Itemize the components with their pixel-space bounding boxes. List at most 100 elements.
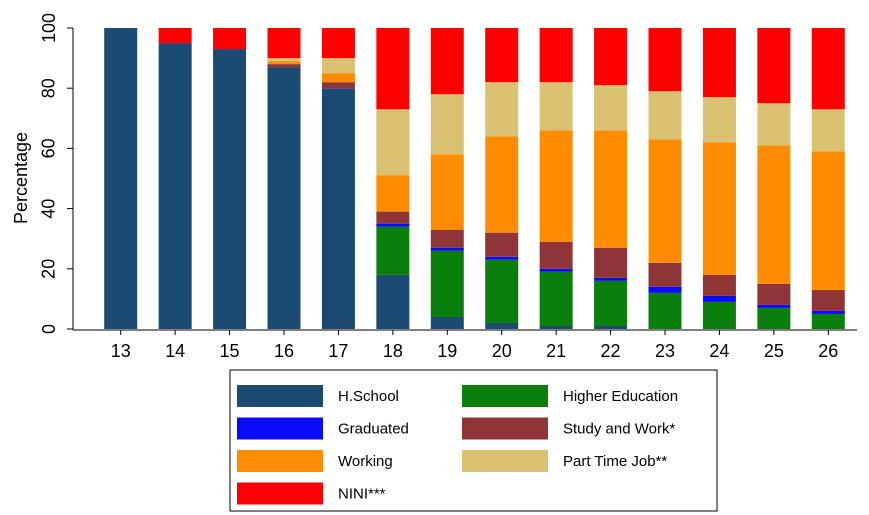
x-tick-label: 15 <box>220 341 240 361</box>
bar-segment <box>594 325 628 329</box>
bar-segment <box>539 268 573 272</box>
bar-segment <box>485 256 519 260</box>
legend-label: H.School <box>338 388 399 405</box>
x-tick-label: 26 <box>818 341 838 361</box>
x-tick-label: 13 <box>111 341 131 361</box>
bar-segment <box>702 295 736 302</box>
legend-swatch <box>237 450 323 472</box>
bar-segment <box>213 49 247 329</box>
bar-segment <box>811 310 845 314</box>
bar-segment <box>811 151 845 290</box>
bar-segment <box>648 286 682 293</box>
bar-segment <box>485 232 519 257</box>
legend-swatch <box>462 450 548 472</box>
bar-segment <box>648 91 682 140</box>
bar-segment <box>757 283 791 305</box>
bar-segment <box>539 130 573 242</box>
bar-segment <box>267 64 301 68</box>
bar-segment <box>485 136 519 233</box>
legend-label: Higher Education <box>563 388 678 405</box>
bar-segment <box>376 211 410 224</box>
bar-segment <box>213 28 247 50</box>
bar-segment <box>267 67 301 329</box>
x-tick-label: 17 <box>328 341 348 361</box>
bar-segment <box>702 28 736 98</box>
legend-label: Graduated <box>338 420 409 437</box>
bar-segment <box>430 250 464 317</box>
bar-segment <box>811 289 845 311</box>
x-tick-label: 21 <box>546 341 566 361</box>
bar-segment <box>539 271 573 326</box>
bar-segment <box>594 130 628 248</box>
x-tick-label: 25 <box>764 341 784 361</box>
bar-segment <box>539 241 573 269</box>
bar-segment <box>648 292 682 329</box>
bar-segment <box>539 325 573 329</box>
bar-segment <box>539 82 573 131</box>
bar-segment <box>594 277 628 281</box>
bar-segment <box>321 82 355 89</box>
bar-segment <box>757 103 791 146</box>
y-tick-label: 0 <box>39 324 59 334</box>
bar-segment <box>430 28 464 95</box>
bar-segment <box>648 262 682 287</box>
x-tick-label: 18 <box>383 341 403 361</box>
bar-segment <box>811 28 845 110</box>
bar-segment <box>158 43 192 330</box>
y-axis-label: Percentage <box>11 132 31 224</box>
legend-box <box>229 369 718 512</box>
bar-segment <box>430 154 464 230</box>
y-tick-label: 40 <box>39 199 59 219</box>
bar-segment <box>485 322 519 329</box>
bar-segment <box>757 28 791 104</box>
x-tick-label: 19 <box>437 341 457 361</box>
bar-segment <box>376 28 410 110</box>
x-tick-label: 20 <box>492 341 512 361</box>
legend-swatch <box>237 482 323 505</box>
y-tick-label: 80 <box>39 78 59 98</box>
bar-segment <box>811 313 845 329</box>
bar-segment <box>321 28 355 59</box>
bar-segment <box>376 223 410 227</box>
bar-segment <box>485 28 519 83</box>
bar-segment <box>430 94 464 155</box>
bar-segment <box>594 85 628 131</box>
bar-segment <box>267 61 301 65</box>
bar-segment <box>539 28 573 83</box>
legend-label: Working <box>338 453 393 470</box>
bar-segment <box>702 301 736 329</box>
bar-segment <box>376 175 410 212</box>
legend-swatch <box>462 417 548 440</box>
legend-swatch <box>237 385 323 407</box>
bar-segment <box>267 58 301 62</box>
y-tick-label: 60 <box>39 138 59 158</box>
bar-segment <box>594 28 628 86</box>
bar-segment <box>702 274 736 296</box>
bar-segment <box>321 88 355 329</box>
bar-segment <box>485 259 519 323</box>
x-tick-label: 24 <box>709 341 729 361</box>
legend-swatch <box>237 417 323 440</box>
bar-segment <box>594 280 628 326</box>
bar-segment <box>430 229 464 248</box>
bar-segment <box>430 316 464 329</box>
bar-segment <box>594 247 628 278</box>
bar-segment <box>757 307 791 329</box>
bar-segment <box>757 304 791 308</box>
legend-label: Part Time Job** <box>563 453 667 470</box>
bar-segment <box>104 28 138 329</box>
bar-segment <box>376 226 410 275</box>
x-tick-label: 16 <box>274 341 294 361</box>
bar-segment <box>485 82 519 137</box>
y-tick-label: 20 <box>39 259 59 279</box>
bar-segment <box>376 109 410 176</box>
bar-segment <box>702 97 736 143</box>
x-tick-label: 22 <box>601 341 621 361</box>
bar-segment <box>757 145 791 284</box>
x-tick-label: 14 <box>165 341 185 361</box>
bar-segment <box>321 73 355 83</box>
legend-label: Study and Work* <box>563 420 675 437</box>
x-tick-label: 23 <box>655 341 675 361</box>
bar-segment <box>702 142 736 275</box>
